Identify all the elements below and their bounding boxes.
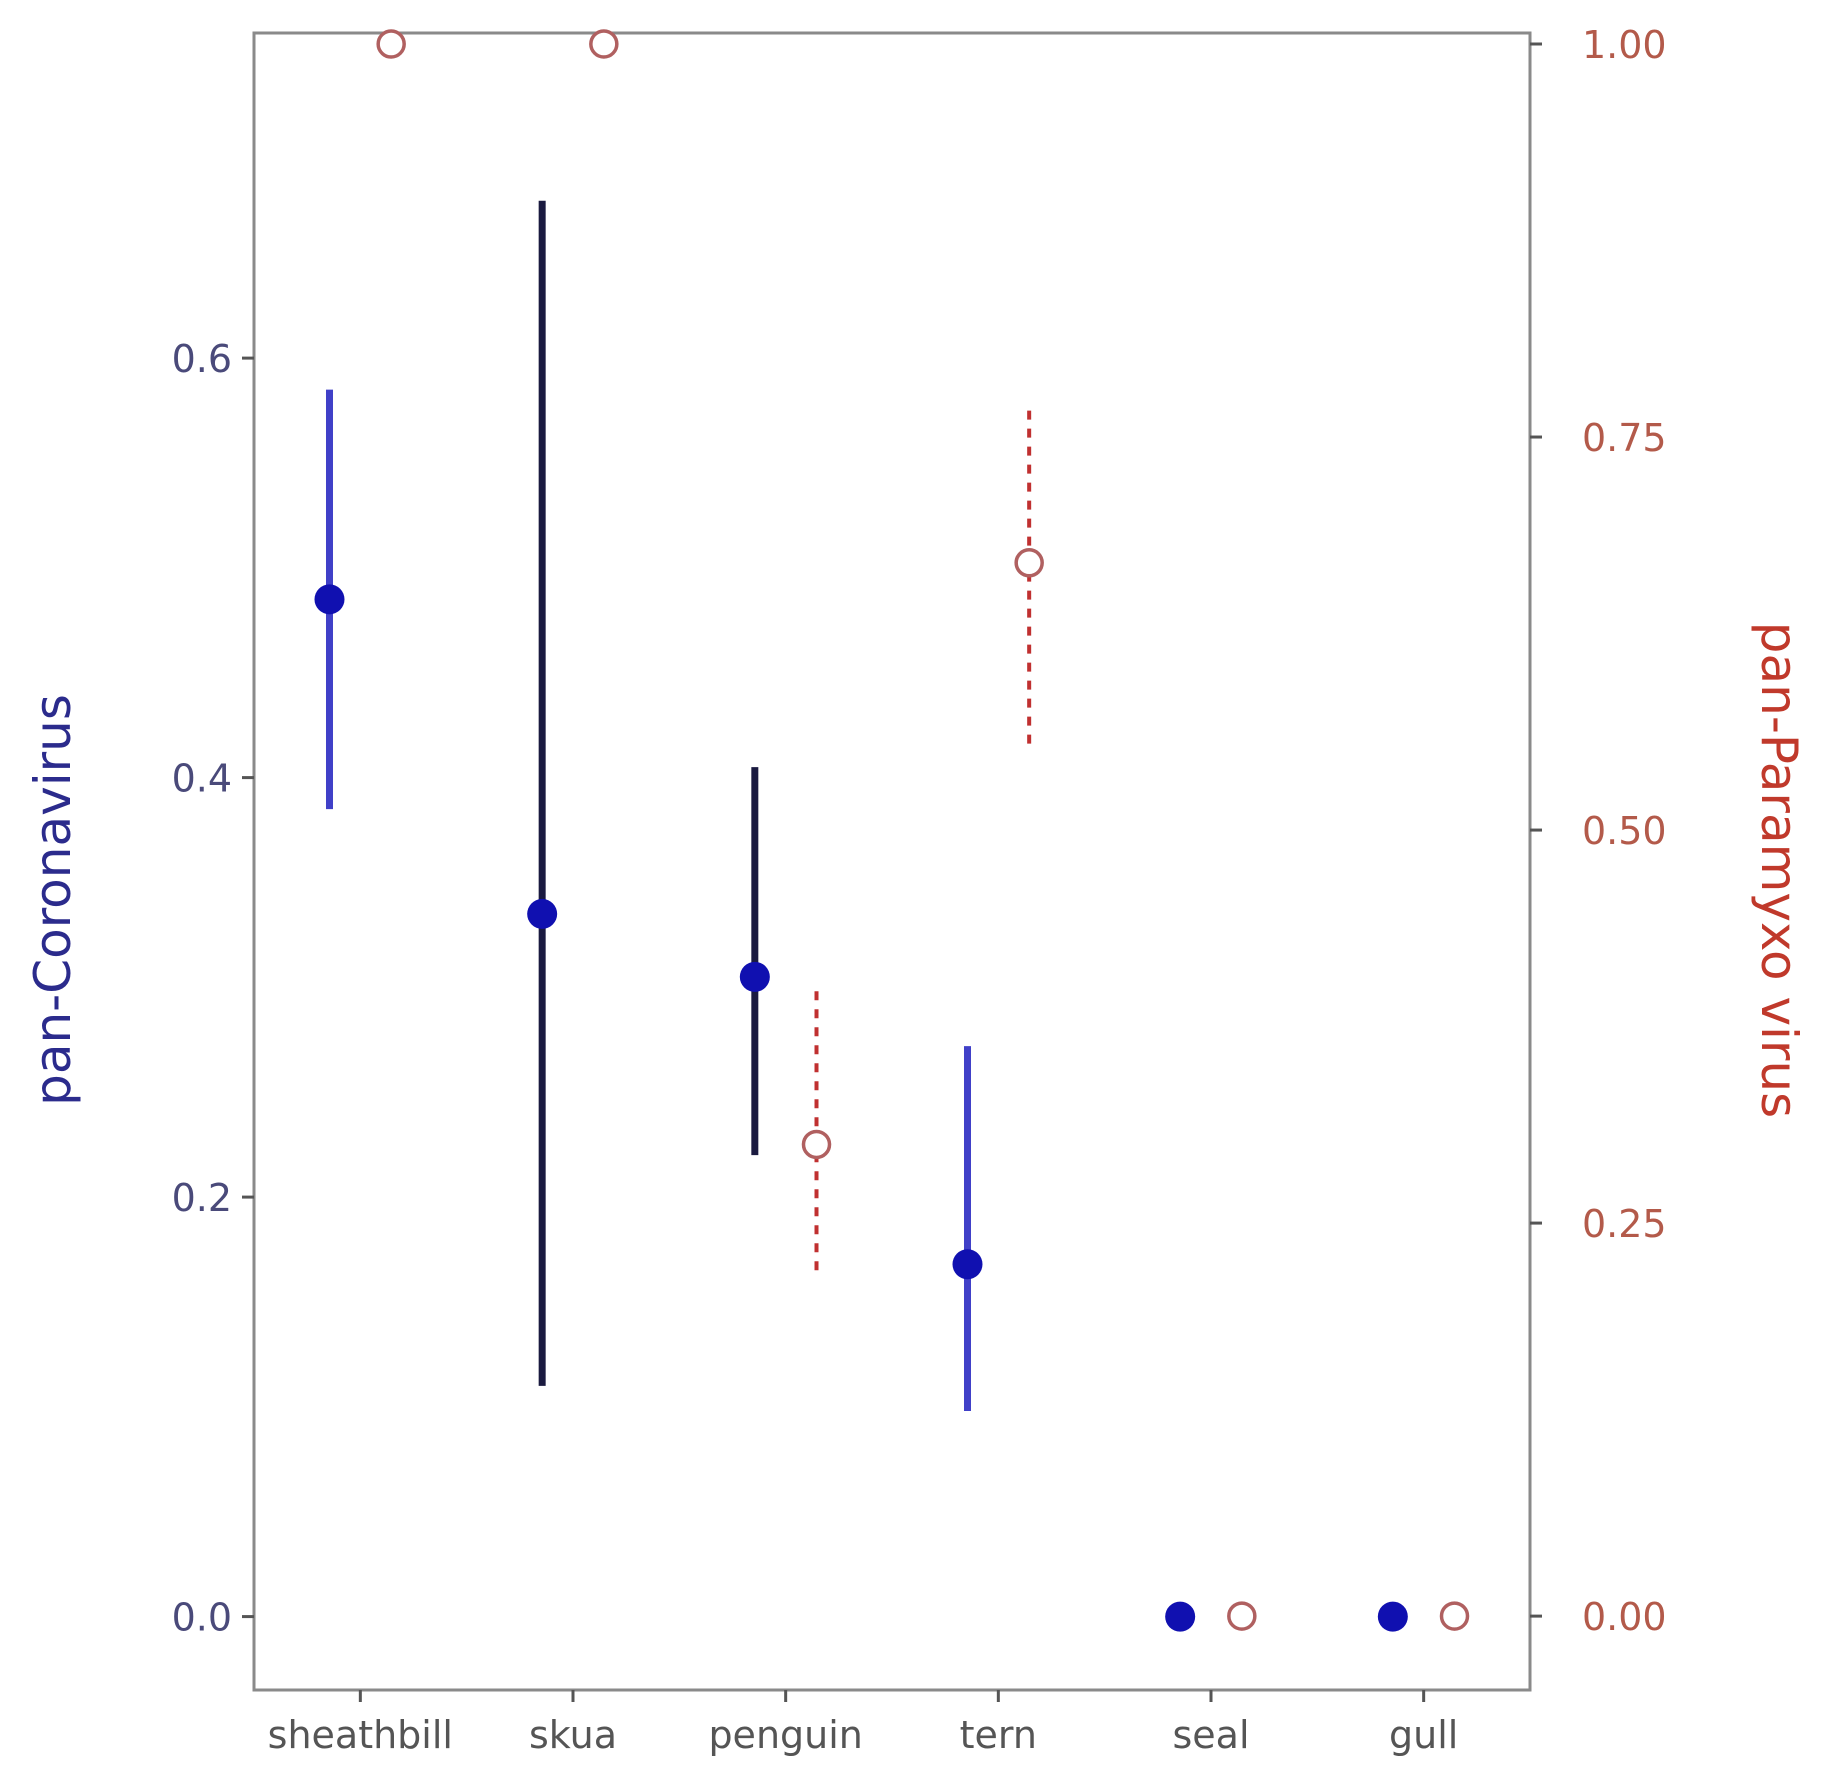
data-point	[1165, 1601, 1196, 1632]
data-point-open	[1439, 1601, 1470, 1631]
y-left-axis-label: pan-Coronavirus	[24, 694, 82, 1106]
data-point-open	[1227, 1601, 1257, 1631]
y-right-tick-label: 0.00	[1582, 1595, 1667, 1639]
data-point-open	[801, 1129, 832, 1160]
plot-panel	[252, 31, 1532, 1692]
data-point	[527, 898, 558, 929]
x-tick-label: tern	[960, 1713, 1037, 1757]
x-tick-label: sheathbill	[268, 1713, 453, 1757]
data-point-open	[1014, 548, 1044, 578]
y-left-tick-label: 0.6	[172, 337, 232, 381]
y-left-tick-label: 0.2	[172, 1176, 232, 1220]
axes-layer: 0.0 0.2 0.4 0.6 0.00 0.25 0.50 0.75 1.00 sheathbi…	[172, 23, 1667, 1757]
data-point	[952, 1249, 983, 1280]
y-left-tick-label: 0.0	[172, 1596, 232, 1640]
y-right-tick-label: 0.25	[1582, 1202, 1667, 1246]
data-point	[314, 584, 345, 615]
x-tick-label: gull	[1389, 1713, 1458, 1757]
y-left-tick-label: 0.4	[172, 757, 232, 801]
data-point	[1377, 1601, 1408, 1632]
y-right-tick-label: 0.50	[1582, 809, 1667, 853]
y-right-tick-label: 1.00	[1582, 23, 1667, 67]
points-layer	[314, 29, 1470, 1632]
data-point-open	[376, 29, 406, 59]
y-right-axis-label: pan-Paramyxo virus	[1750, 622, 1808, 1118]
y-right-tick-label: 0.75	[1582, 416, 1667, 460]
data-point-open	[589, 29, 619, 59]
x-tick-label: penguin	[708, 1713, 862, 1757]
x-tick-label: skua	[529, 1713, 617, 1757]
x-tick-label: seal	[1172, 1713, 1249, 1757]
data-point	[739, 961, 770, 992]
